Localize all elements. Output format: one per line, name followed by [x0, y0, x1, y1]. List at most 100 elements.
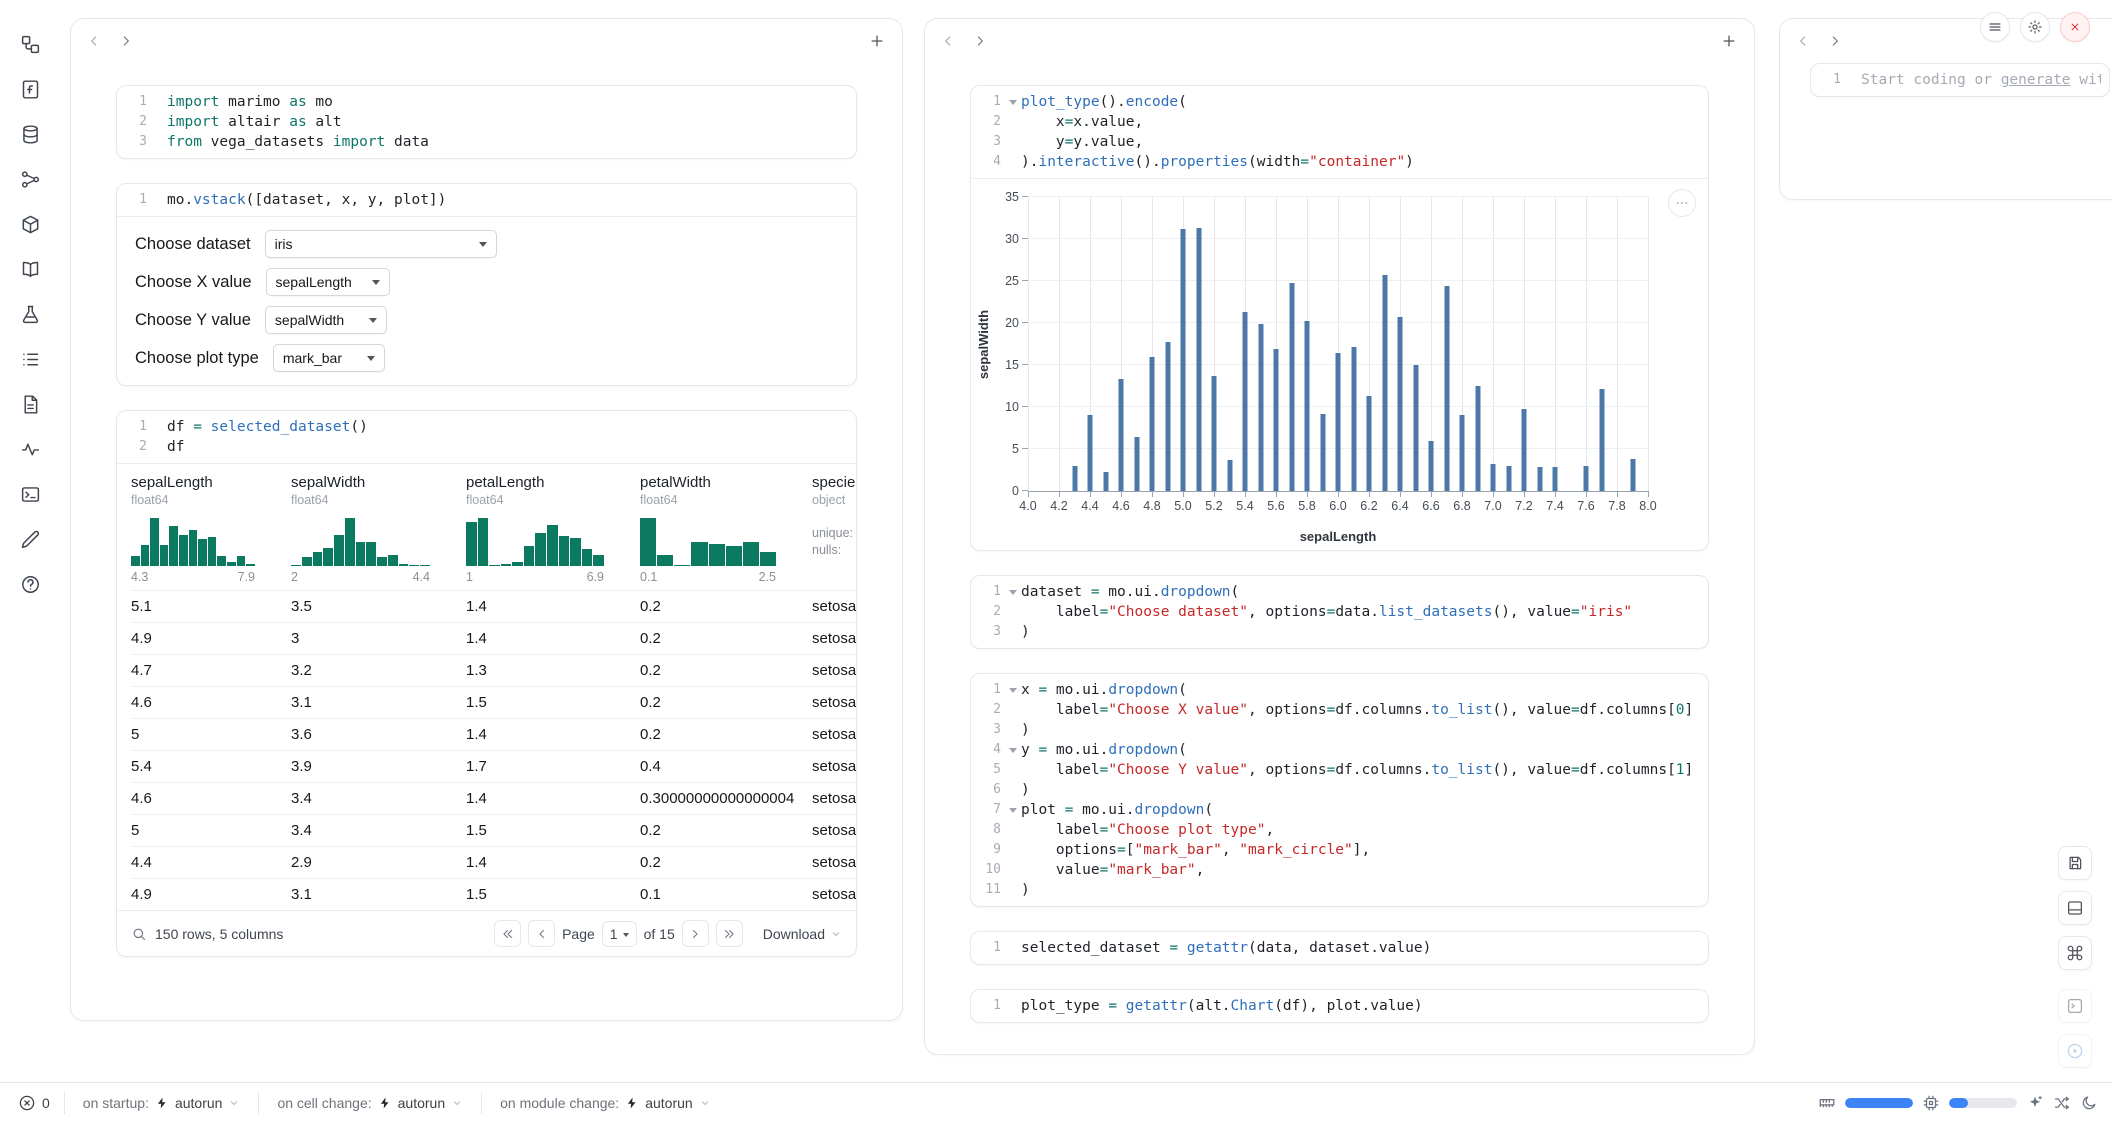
sidebar-logs-button[interactable]: [14, 343, 46, 375]
code-editor[interactable]: 1df = selected_dataset()2df: [117, 411, 856, 463]
previous-page-button[interactable]: [528, 920, 555, 947]
shutdown-button[interactable]: [2060, 12, 2090, 42]
on-startup-setting[interactable]: on startup: autorun: [75, 1095, 249, 1111]
code-editor[interactable]: 1selected_dataset = getattr(data, datase…: [971, 932, 1708, 964]
terminal-icon: [2066, 997, 2084, 1015]
scroll-columns-left-button[interactable]: [1790, 28, 1816, 54]
scroll-columns-left-button[interactable]: [935, 28, 961, 54]
sidebar-dependencies-button[interactable]: [14, 163, 46, 195]
status-bar-right: [1818, 1094, 2098, 1112]
table-row[interactable]: 4.93.11.50.1setosa: [131, 878, 856, 910]
code-editor[interactable]: 1dataset = mo.ui.dropdown(2 label="Choos…: [971, 576, 1708, 648]
table-row[interactable]: 4.73.21.30.2setosa: [131, 654, 856, 686]
chart-bar: [1522, 409, 1527, 491]
scroll-columns-right-button[interactable]: [1822, 28, 1848, 54]
chevron-down-icon: [830, 928, 842, 940]
control-row: Choose Y value sepalWidth: [135, 306, 838, 334]
code-editor[interactable]: 1 Start coding or generate with AI.: [1811, 64, 2109, 96]
generate-with-ai-link[interactable]: generate: [2001, 72, 2071, 88]
last-page-button[interactable]: [716, 920, 743, 947]
first-page-button[interactable]: [494, 920, 521, 947]
code-editor[interactable]: 1plot_type = getattr(alt.Chart(df), plot…: [971, 990, 1708, 1022]
code-editor[interactable]: 1plot_type().encode(2 x=x.value,3 y=y.va…: [971, 86, 1708, 178]
table-cell: setosa: [812, 783, 856, 814]
fold-chevron-icon[interactable]: [1005, 582, 1021, 602]
fold-chevron-icon[interactable]: [1005, 92, 1021, 112]
table-cell: 1.4: [466, 591, 640, 622]
x-tick: [1214, 491, 1215, 497]
table-row[interactable]: 5.43.91.70.4setosa: [131, 750, 856, 782]
table-cell: 1.4: [466, 719, 640, 750]
right-action-rail: [2058, 846, 2092, 1068]
on-cell-change-setting[interactable]: on cell change: autorun: [269, 1095, 471, 1111]
table-row[interactable]: 4.42.91.40.2setosa: [131, 846, 856, 878]
notebook-menu-button[interactable]: [1980, 12, 2010, 42]
sidebar-files-button[interactable]: [14, 73, 46, 105]
table-search-button[interactable]: [131, 926, 147, 942]
sidebar-tracing-button[interactable]: [14, 433, 46, 465]
column-dtype: object: [812, 493, 856, 507]
table-row[interactable]: 53.61.40.2setosa: [131, 718, 856, 750]
sidebar-data-sources-button[interactable]: [14, 118, 46, 150]
code-editor[interactable]: 1import marimo as mo2import altair as al…: [117, 86, 856, 158]
code-line: 1mo.vstack([dataset, x, y, plot]): [117, 190, 848, 210]
on-module-change-setting[interactable]: on module change: autorun: [492, 1095, 719, 1111]
theme-toggle-button[interactable]: [2080, 1094, 2098, 1112]
save-button[interactable]: [2058, 846, 2092, 880]
cell-xy-plot-dropdowns: 1x = mo.ui.dropdown(2 label="Choose X va…: [970, 673, 1709, 907]
table-row[interactable]: 53.41.50.2setosa: [131, 814, 856, 846]
table-cell: setosa: [812, 623, 856, 654]
sidebar-experiments-button[interactable]: [14, 298, 46, 330]
shuffle-button[interactable]: [2053, 1094, 2071, 1112]
chart-plot-area[interactable]: 4.04.24.44.64.85.05.25.45.65.86.06.26.46…: [1028, 197, 1648, 492]
code-editor[interactable]: 1mo.vstack([dataset, x, y, plot]): [117, 184, 856, 216]
table-row[interactable]: 4.63.11.50.2setosa: [131, 686, 856, 718]
errors-indicator[interactable]: 0: [14, 1094, 54, 1112]
sidebar-outline-button[interactable]: [14, 28, 46, 60]
x-tick: [1586, 491, 1587, 497]
sidebar-terminal-button[interactable]: [14, 478, 46, 510]
keyboard-shortcuts-button[interactable]: [2058, 936, 2092, 970]
code-editor[interactable]: 1x = mo.ui.dropdown(2 label="Choose X va…: [971, 674, 1708, 906]
table-row[interactable]: 5.13.51.40.2setosa: [131, 590, 856, 622]
sidebar-help-button[interactable]: [14, 568, 46, 600]
scroll-columns-left-button[interactable]: [81, 28, 107, 54]
plot-type-dropdown[interactable]: mark_bar: [273, 344, 385, 372]
divider: [481, 1092, 482, 1114]
column-range: 4.37.9: [131, 570, 255, 584]
terminal-button[interactable]: [2058, 989, 2092, 1023]
fold-chevron-icon[interactable]: [1005, 800, 1021, 820]
x-tick: [1555, 491, 1556, 497]
x-tick: [1338, 491, 1339, 497]
scroll-columns-right-button[interactable]: [967, 28, 993, 54]
y-value-dropdown[interactable]: sepalWidth: [265, 306, 387, 334]
sidebar-scratchpad-button[interactable]: [14, 523, 46, 555]
chart-bar: [1382, 275, 1387, 491]
chart-menu-button[interactable]: [1668, 189, 1696, 217]
page-select[interactable]: 1: [602, 921, 637, 947]
fold-chevron-icon[interactable]: [1005, 740, 1021, 760]
settings-button[interactable]: [2020, 12, 2050, 42]
status-bar: 0 on startup: autorun on cell change: au…: [0, 1082, 2112, 1122]
next-page-button[interactable]: [682, 920, 709, 947]
x-value-dropdown[interactable]: sepalLength: [266, 268, 390, 296]
table-row[interactable]: 4.63.41.40.30000000000000004setosa: [131, 782, 856, 814]
panel-layout-button[interactable]: [2058, 891, 2092, 925]
add-cell-button[interactable]: [1716, 28, 1742, 54]
run-all-button[interactable]: [2058, 1034, 2092, 1068]
download-button[interactable]: Download: [763, 926, 842, 942]
database-icon: [20, 124, 41, 145]
table-row[interactable]: 4.931.40.2setosa: [131, 622, 856, 654]
scroll-columns-right-button[interactable]: [113, 28, 139, 54]
add-cell-button[interactable]: [864, 28, 890, 54]
sidebar-packages-button[interactable]: [14, 208, 46, 240]
ai-assistant-button[interactable]: [2026, 1094, 2044, 1112]
chart-bar: [1599, 389, 1604, 491]
fold-gutter: [1005, 760, 1021, 780]
sidebar-snippets-button[interactable]: [14, 388, 46, 420]
x-tick: [1617, 491, 1618, 497]
dataset-dropdown[interactable]: iris: [265, 230, 497, 258]
fold-gutter: [1005, 112, 1021, 132]
fold-chevron-icon[interactable]: [1005, 680, 1021, 700]
sidebar-documentation-button[interactable]: [14, 253, 46, 285]
